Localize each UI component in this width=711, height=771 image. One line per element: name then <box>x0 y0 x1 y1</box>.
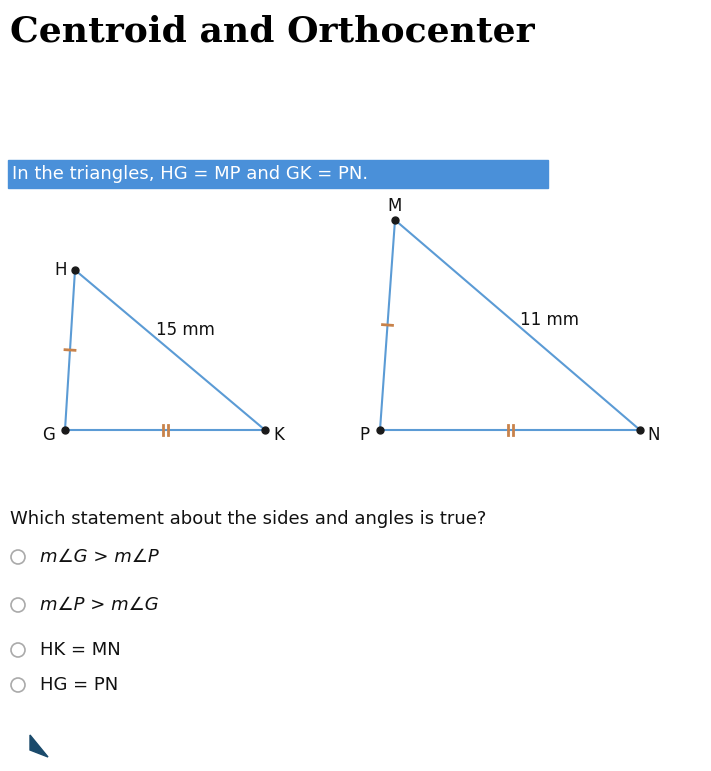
Text: H: H <box>55 261 68 279</box>
Text: HK = MN: HK = MN <box>40 641 121 659</box>
Text: In the triangles, HG = MP and GK = PN.: In the triangles, HG = MP and GK = PN. <box>12 165 368 183</box>
FancyBboxPatch shape <box>8 160 548 188</box>
Text: G: G <box>43 426 55 444</box>
Text: m∠G > m∠P: m∠G > m∠P <box>40 548 159 566</box>
Polygon shape <box>30 735 48 757</box>
Text: 15 mm: 15 mm <box>156 321 215 339</box>
Text: HG = PN: HG = PN <box>40 676 118 694</box>
Text: 11 mm: 11 mm <box>520 311 579 329</box>
Text: M: M <box>387 197 402 215</box>
Text: m∠P > m∠G: m∠P > m∠G <box>40 596 159 614</box>
Text: P: P <box>359 426 369 444</box>
Text: K: K <box>274 426 284 444</box>
Text: N: N <box>648 426 661 444</box>
Text: Centroid and Orthocenter: Centroid and Orthocenter <box>10 15 535 49</box>
Text: Which statement about the sides and angles is true?: Which statement about the sides and angl… <box>10 510 486 528</box>
